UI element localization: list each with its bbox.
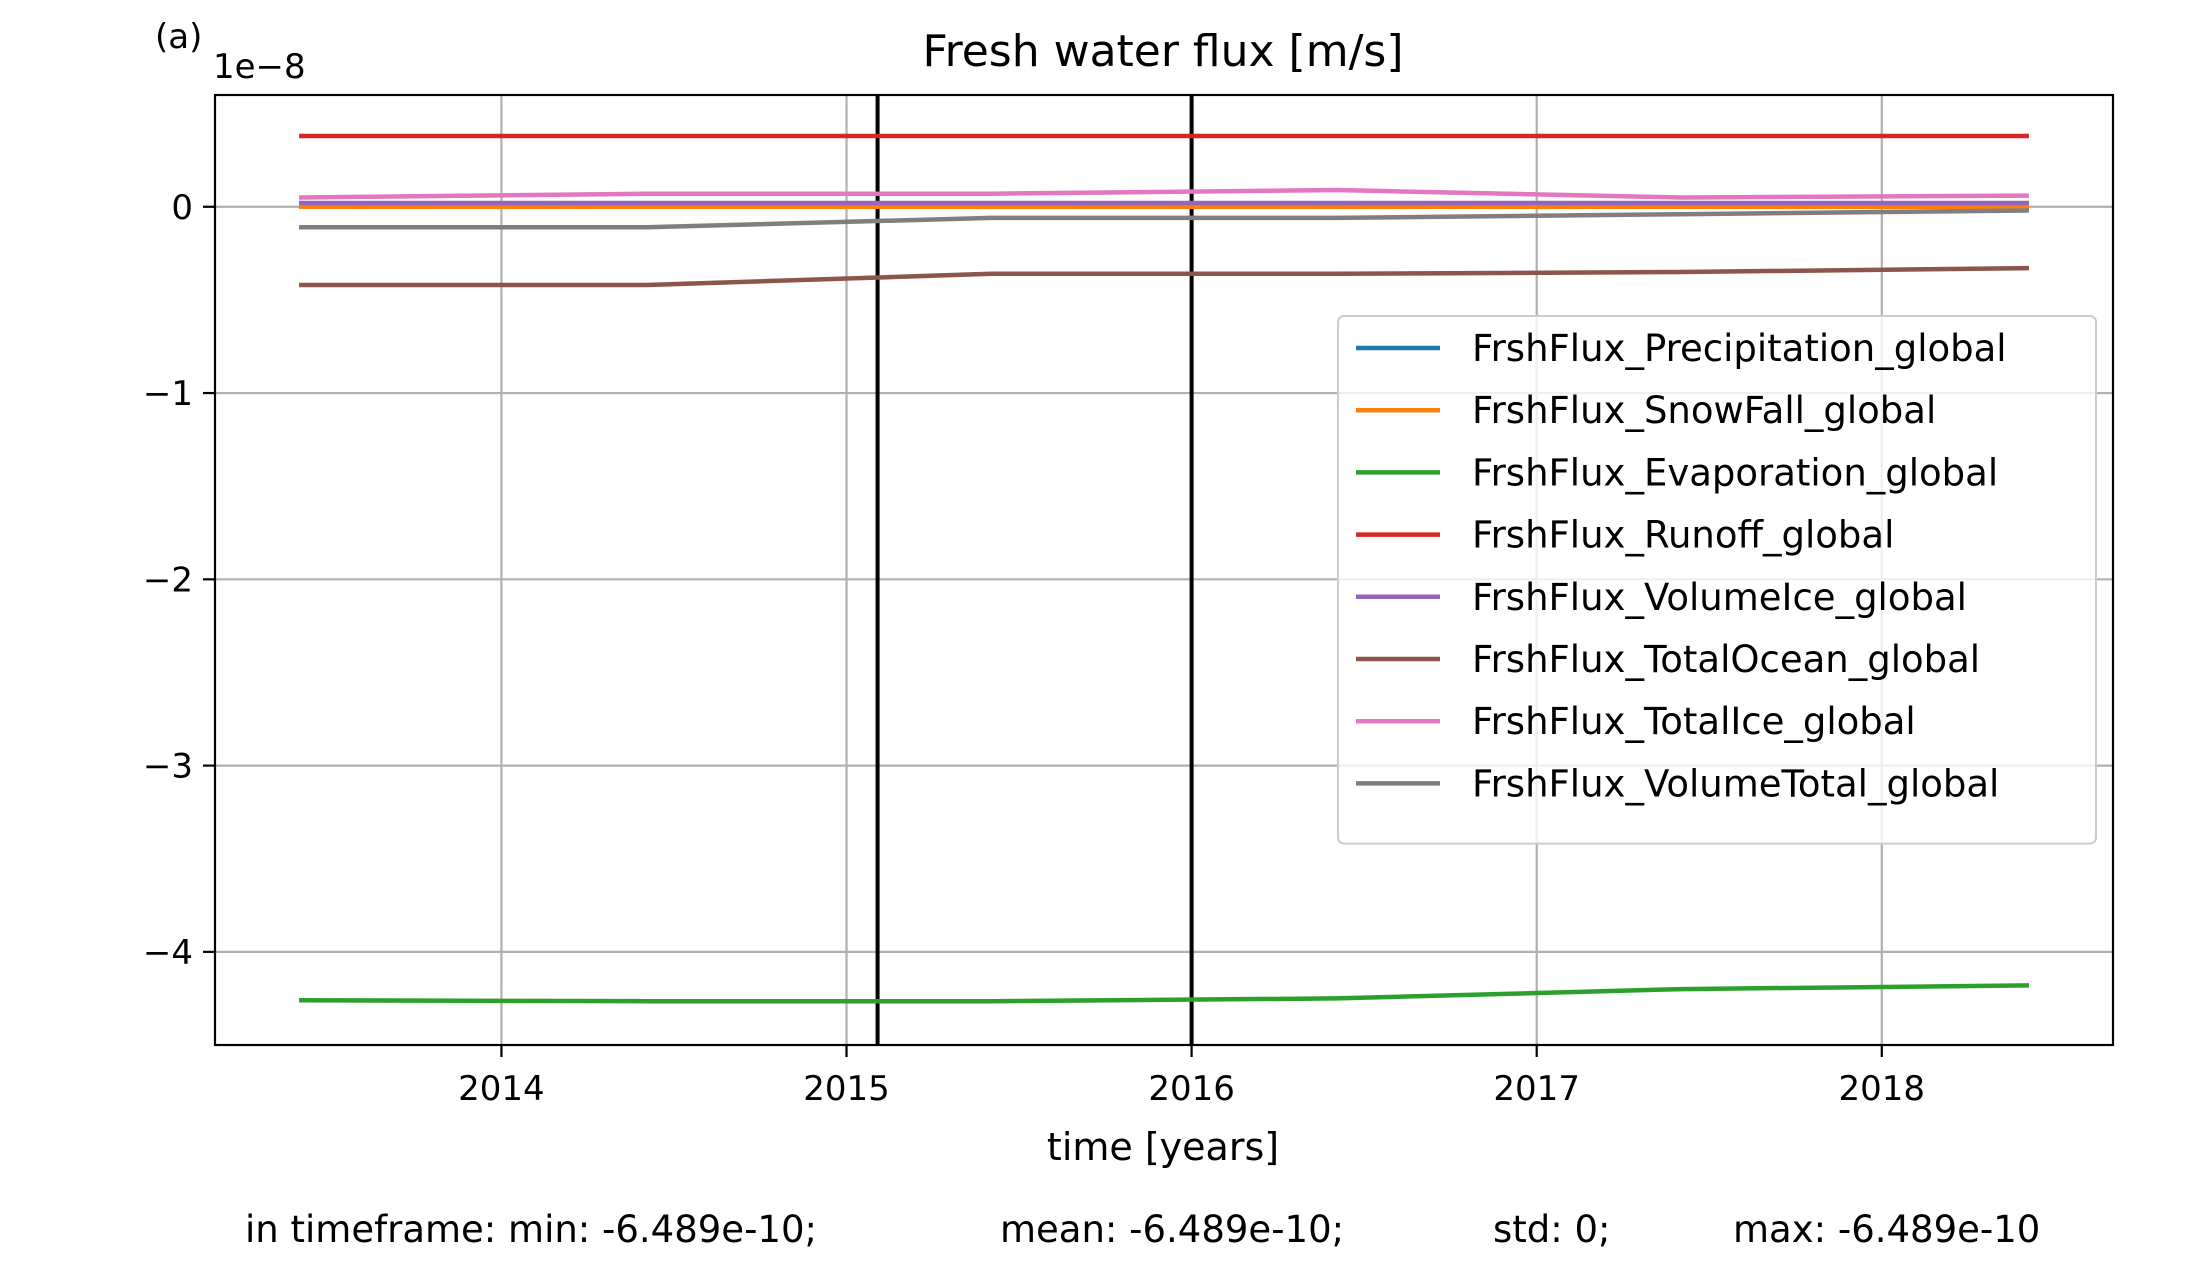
series-lines bbox=[299, 133, 2029, 1004]
x-axis-ticks: 2014 2015 2016 2017 2018 bbox=[458, 1045, 1925, 1109]
legend-label-frshflux-totalocean-global: FrshFlux_TotalOcean_global bbox=[1472, 638, 1980, 681]
series-line-frshflux-volumetotal-global bbox=[299, 208, 2029, 230]
series-line-frshflux-evaporation-global bbox=[299, 983, 2029, 1004]
legend-label-frshflux-volumetotal-global: FrshFlux_VolumeTotal_global bbox=[1472, 762, 1999, 805]
x-tick-label: 2014 bbox=[458, 1069, 545, 1109]
legend-label-frshflux-volumeice-global: FrshFlux_VolumeIce_global bbox=[1472, 576, 1967, 619]
y-tick-label: 0 bbox=[171, 188, 193, 228]
y-tick-label: −1 bbox=[143, 374, 193, 414]
stats-mean: mean: -6.489e-10; bbox=[1000, 1208, 1344, 1251]
chart-title: Fresh water flux [m/s] bbox=[922, 26, 1403, 77]
legend-label-frshflux-snowfall-global: FrshFlux_SnowFall_global bbox=[1472, 389, 1936, 432]
x-tick-label: 2017 bbox=[1493, 1069, 1580, 1109]
legend-label-frshflux-precipitation-global: FrshFlux_Precipitation_global bbox=[1472, 327, 2007, 370]
y-tick-label: −4 bbox=[143, 933, 193, 973]
vertical-markers bbox=[875, 95, 1194, 1045]
legend-label-frshflux-totalice-global: FrshFlux_TotalIce_global bbox=[1472, 700, 1916, 743]
y-axis-ticks: 0 −1 −2 −3 −4 bbox=[143, 188, 215, 973]
stats-max: max: -6.489e-10 bbox=[1733, 1208, 2040, 1251]
panel-label: (a) bbox=[155, 17, 202, 57]
y-tick-label: −2 bbox=[143, 560, 193, 600]
x-tick-label: 2018 bbox=[1839, 1069, 1926, 1109]
legend: FrshFlux_Precipitation_global FrshFlux_Sn… bbox=[1337, 315, 2097, 845]
legend-label-frshflux-evaporation-global: FrshFlux_Evaporation_global bbox=[1472, 451, 1998, 494]
stats-std: std: 0; bbox=[1493, 1208, 1611, 1251]
legend-label-frshflux-runoff-global: FrshFlux_Runoff_global bbox=[1472, 514, 1894, 557]
x-tick-label: 2015 bbox=[803, 1069, 890, 1109]
series-line-frshflux-totalice-global bbox=[299, 187, 2029, 200]
series-line-frshflux-totalocean-global bbox=[299, 265, 2029, 288]
y-tick-label: −3 bbox=[143, 747, 193, 787]
x-axis-label: time [years] bbox=[1047, 1125, 1279, 1169]
plot-frame bbox=[213, 93, 2115, 1047]
legend-box bbox=[1337, 315, 2097, 845]
stats-min: in timeframe: min: -6.489e-10; bbox=[245, 1208, 817, 1251]
x-tick-label: 2016 bbox=[1148, 1069, 1235, 1109]
y-offset-label: 1e−8 bbox=[213, 47, 306, 87]
